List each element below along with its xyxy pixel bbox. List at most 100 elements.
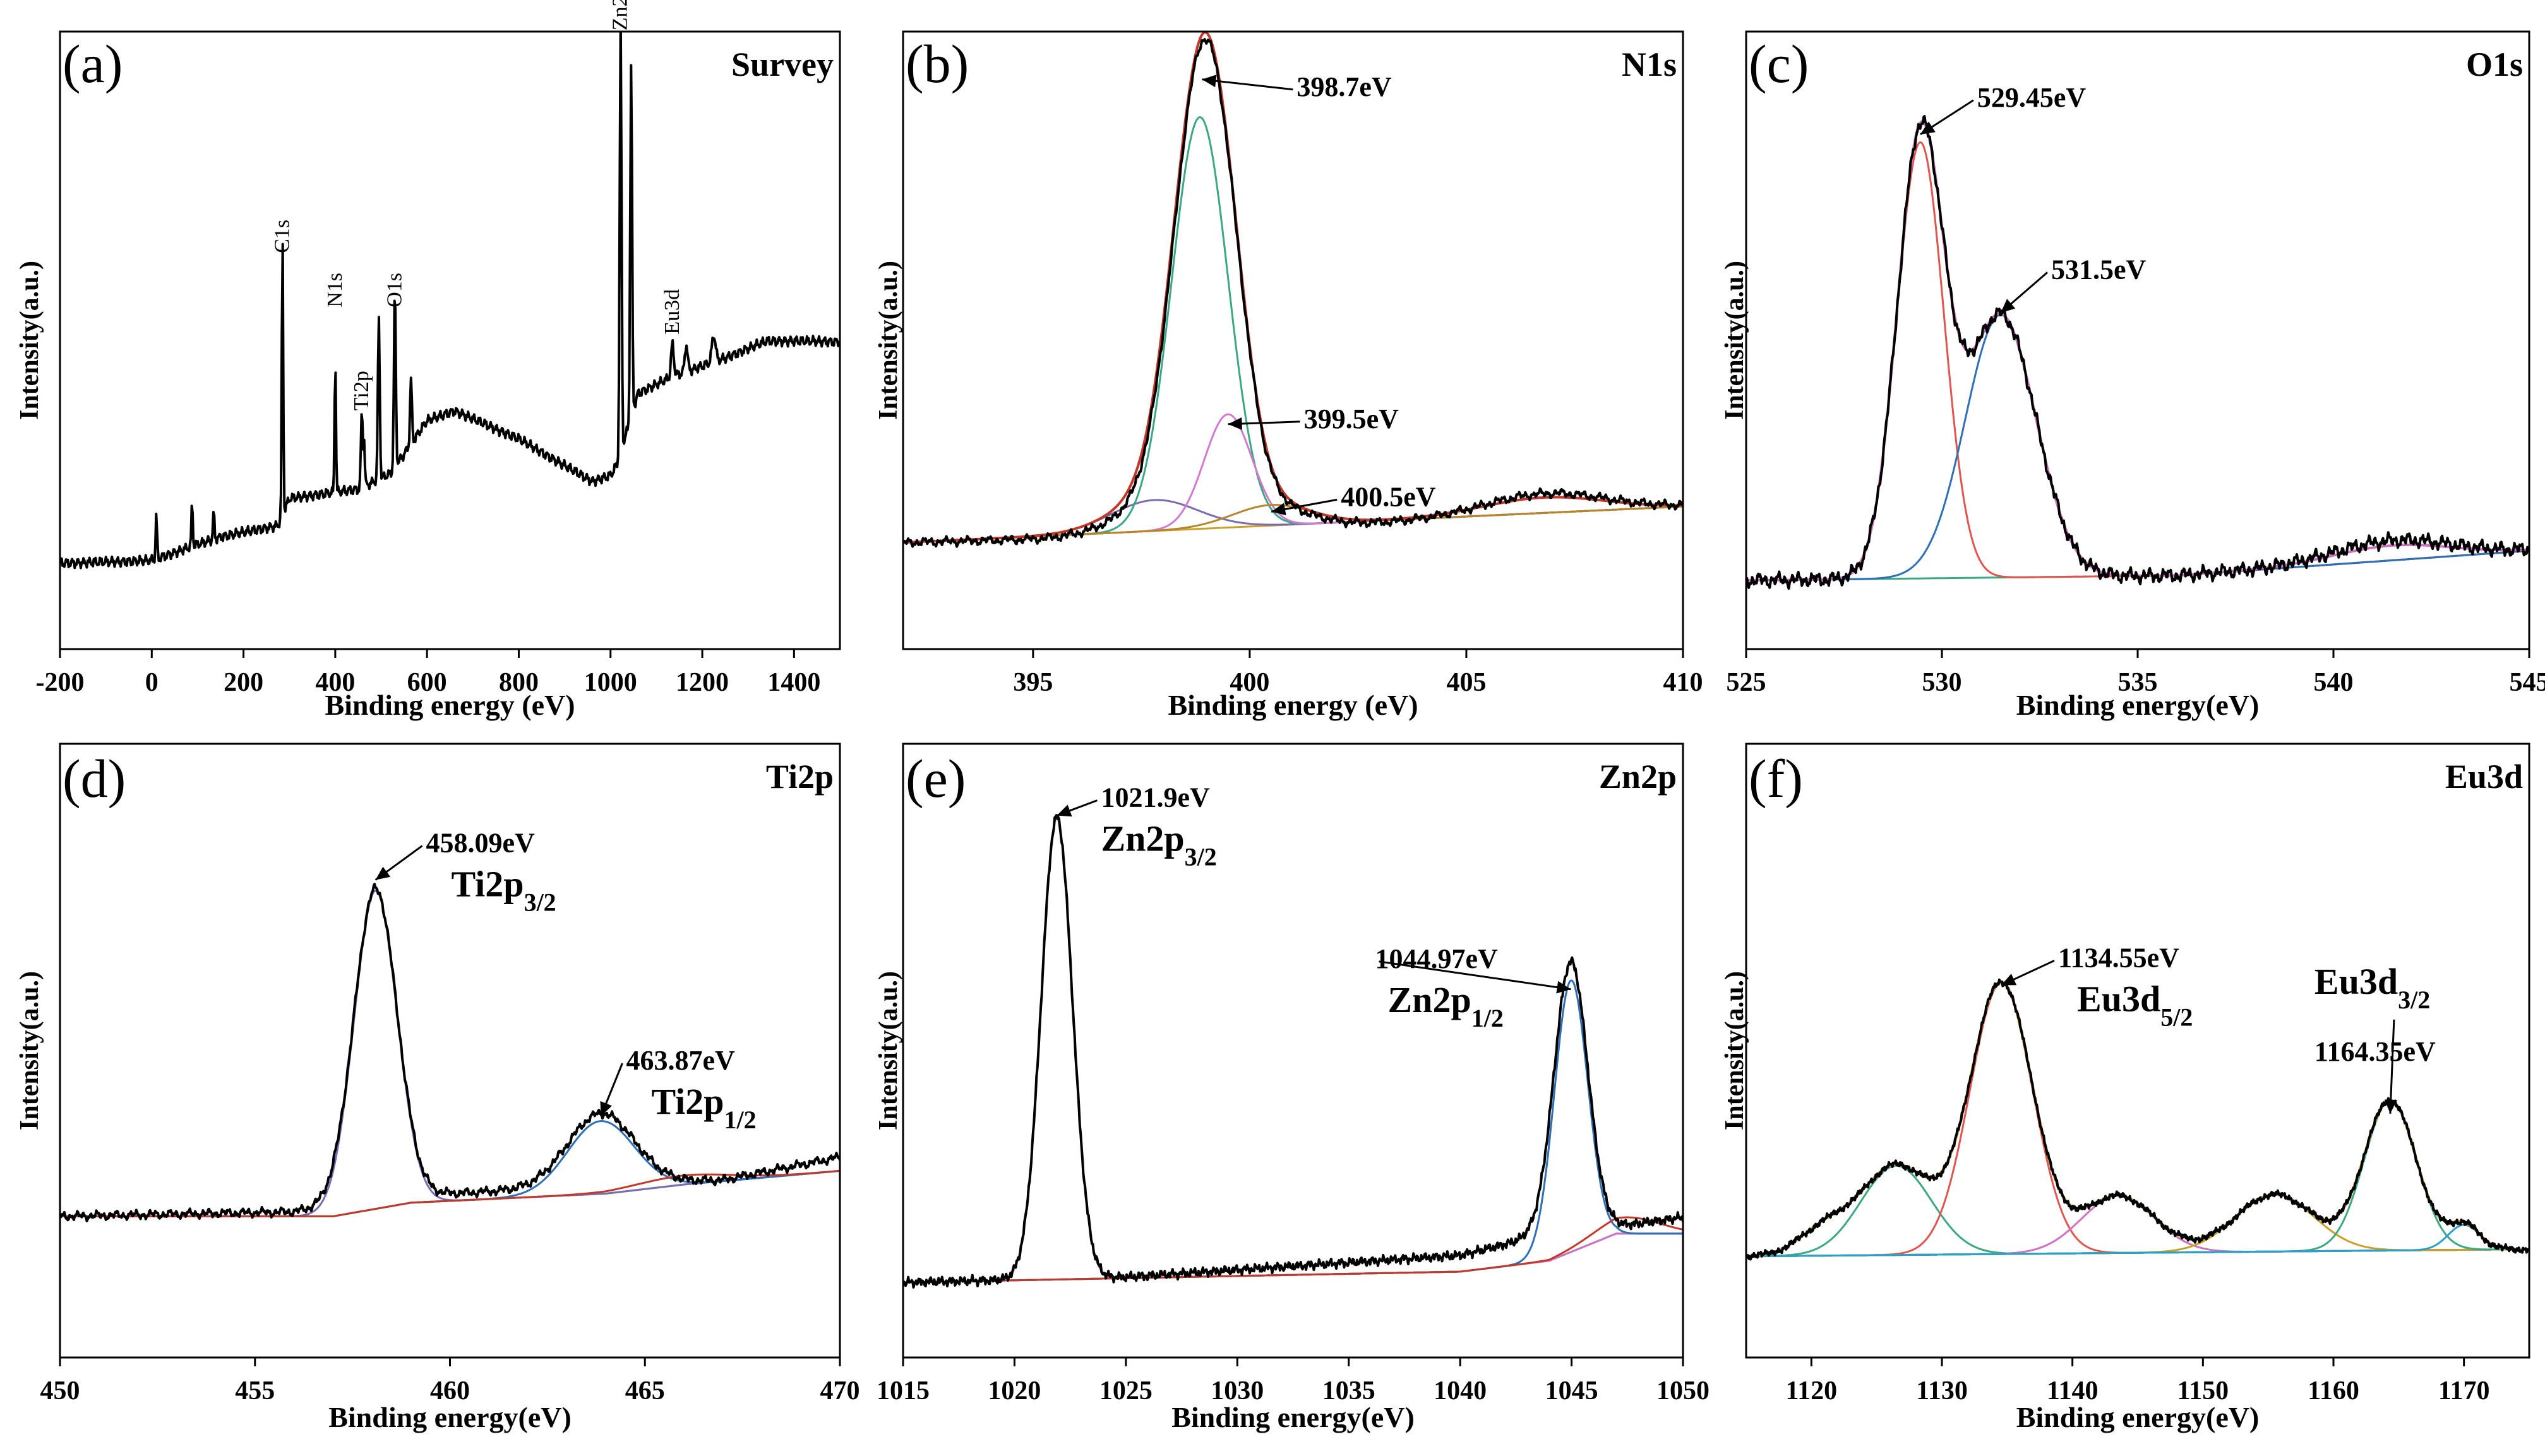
panel-a: -200 0 200 400 600 800 1000 1200 1400 Binding ene… — [15, 0, 841, 721]
plot-frame — [59, 30, 841, 650]
x-tick-label: 1170 — [2438, 1376, 2490, 1405]
x-tick-label: 1045 — [1545, 1376, 1598, 1405]
panel-title: Survey — [731, 45, 834, 83]
arrow-head — [375, 866, 391, 880]
plot-frame — [1745, 743, 2530, 1359]
series-fit-529-45 — [1746, 141, 2529, 582]
series-fit-398-7 — [903, 116, 1683, 544]
x-axis-label: Binding energy (eV) — [325, 689, 575, 721]
x-axis-label: Binding energy(eV) — [2016, 689, 2260, 721]
x-axis-label: Binding energy (eV) — [1168, 689, 1418, 721]
arrow-head — [1920, 121, 1936, 134]
x-axis-label: Binding energy(eV) — [328, 1401, 572, 1433]
x-tick-label: 1130 — [1916, 1376, 1968, 1405]
peak-label: C1s — [270, 220, 294, 253]
series-group — [903, 814, 1683, 1289]
panel-d: 450 455 460 465 470 Binding energy(eV) Intensi… — [15, 743, 860, 1433]
orbital-label: Eu3d5/2 — [2077, 978, 2193, 1031]
series-raw — [1746, 978, 2529, 1261]
x-tick-label: 540 — [2314, 668, 2354, 697]
arrow-head — [2001, 299, 2016, 313]
y-axis-label: Intensity(a.u.) — [874, 261, 903, 420]
series-group — [1746, 978, 2529, 1261]
orbital-label: Ti2p3/2 — [452, 864, 556, 917]
arrow-head — [1057, 804, 1072, 817]
x-tick-label: 1020 — [988, 1376, 1041, 1405]
x-tick-label: 465 — [625, 1376, 665, 1405]
annotation-arrow — [1379, 960, 1571, 991]
panel-label: (b) — [906, 33, 969, 94]
series-fitted-envelope — [1746, 980, 2529, 1258]
peak-label: N1s — [323, 273, 347, 307]
peak-label: Eu3d — [661, 289, 684, 335]
peak-label: Ti2p — [350, 371, 373, 410]
panel-f: 1120 1130 1140 1150 1160 1170 Binding energy(e… — [1720, 743, 2530, 1433]
peak-energy-label: 531.5eV — [2051, 254, 2147, 285]
peak-energy-label: 1044.97eV — [1375, 943, 1499, 974]
series-fit-1170 — [1746, 1224, 2529, 1258]
plot-frame — [902, 743, 1684, 1359]
orbital-label: Zn2p3/2 — [1101, 818, 1216, 871]
y-axis-label: Intensity(a.u.) — [874, 971, 903, 1130]
x-tick-label: 1160 — [2308, 1376, 2359, 1405]
x-tick-label: -200 — [36, 668, 85, 697]
arrow-head — [1271, 503, 1286, 516]
series-fit-1134-55 — [1746, 982, 2529, 1258]
panel-b: 395 400 405 410 Binding energy (eV) Intensity… — [874, 30, 1703, 721]
series-raw — [903, 38, 1683, 548]
series-fitted-envelope — [1746, 120, 2529, 582]
x-tick-label: 525 — [1727, 668, 1766, 697]
x-tick-label: 470 — [820, 1376, 860, 1405]
x-tick-label: 1025 — [1099, 1376, 1153, 1405]
series-fit-463-87 — [60, 1120, 840, 1217]
peak-energy-label: 458.09eV — [426, 828, 536, 859]
x-tick-label: 800 — [499, 668, 539, 697]
x-tick-label: 400 — [1230, 668, 1269, 697]
annotation-arrow — [2389, 1019, 2395, 1114]
arrow-head — [1556, 981, 1571, 994]
arrow-head — [600, 1101, 612, 1116]
orbital-label: Eu3d3/2 — [2314, 961, 2430, 1014]
x-tick-label: 1150 — [2177, 1376, 2229, 1405]
peak-label: Zn2P — [609, 0, 632, 30]
x-tick-label: 1015 — [877, 1376, 930, 1405]
peak-energy-label: 1134.55eV — [2058, 942, 2179, 973]
x-tick-label: 400 — [315, 668, 355, 697]
panel-e: 1015 1020 1025 1030 1035 1040 1045 1050 Binding … — [874, 743, 1710, 1433]
series-raw — [903, 814, 1683, 1289]
arrow-head — [1228, 417, 1242, 430]
x-tick-label: 1400 — [767, 668, 820, 697]
arrow-head — [2384, 1099, 2397, 1114]
peak-energy-label: 1021.9eV — [1101, 782, 1210, 813]
x-tick-label: 405 — [1446, 668, 1486, 697]
series-fit-1164-35 — [1746, 1099, 2529, 1258]
x-tick-label: 1040 — [1434, 1376, 1487, 1405]
x-tick-label: 545 — [2510, 668, 2545, 697]
series-group — [60, 32, 840, 570]
x-tick-label: 530 — [1922, 668, 1962, 697]
peak-energy-label: 400.5eV — [1341, 481, 1436, 512]
panel-label: (f) — [1749, 748, 1803, 809]
x-tick-label: 535 — [2118, 668, 2158, 697]
peak-energy-label: 1164.35eV — [2314, 1036, 2436, 1067]
panel-label: (d) — [63, 748, 126, 809]
series-raw — [60, 883, 840, 1222]
arrow-head — [2001, 974, 2017, 986]
series-group — [1746, 115, 2529, 590]
panel-title: Ti2p — [766, 758, 834, 796]
panel-label: (e) — [906, 748, 966, 809]
x-axis-label: Binding energy(eV) — [1171, 1401, 1415, 1433]
peak-energy-label: 398.7eV — [1296, 71, 1392, 102]
series-shake-up — [60, 1169, 840, 1217]
y-axis-label: Intensity(a.u.) — [1720, 971, 1749, 1130]
y-axis-label: Intensity(a.u.) — [15, 971, 44, 1130]
x-tick-label: 1050 — [1656, 1376, 1710, 1405]
series-group — [903, 32, 1683, 548]
x-tick-label: 455 — [235, 1376, 275, 1405]
x-axis-label: Binding energy(eV) — [2016, 1401, 2260, 1433]
panel-c: 525 530 535 540 545 Binding energy(eV) Intensi… — [1720, 30, 2545, 721]
x-tick-label: 410 — [1663, 668, 1703, 697]
peak-energy-label: 529.45eV — [1977, 82, 2087, 113]
x-tick-label: 1200 — [676, 668, 729, 697]
